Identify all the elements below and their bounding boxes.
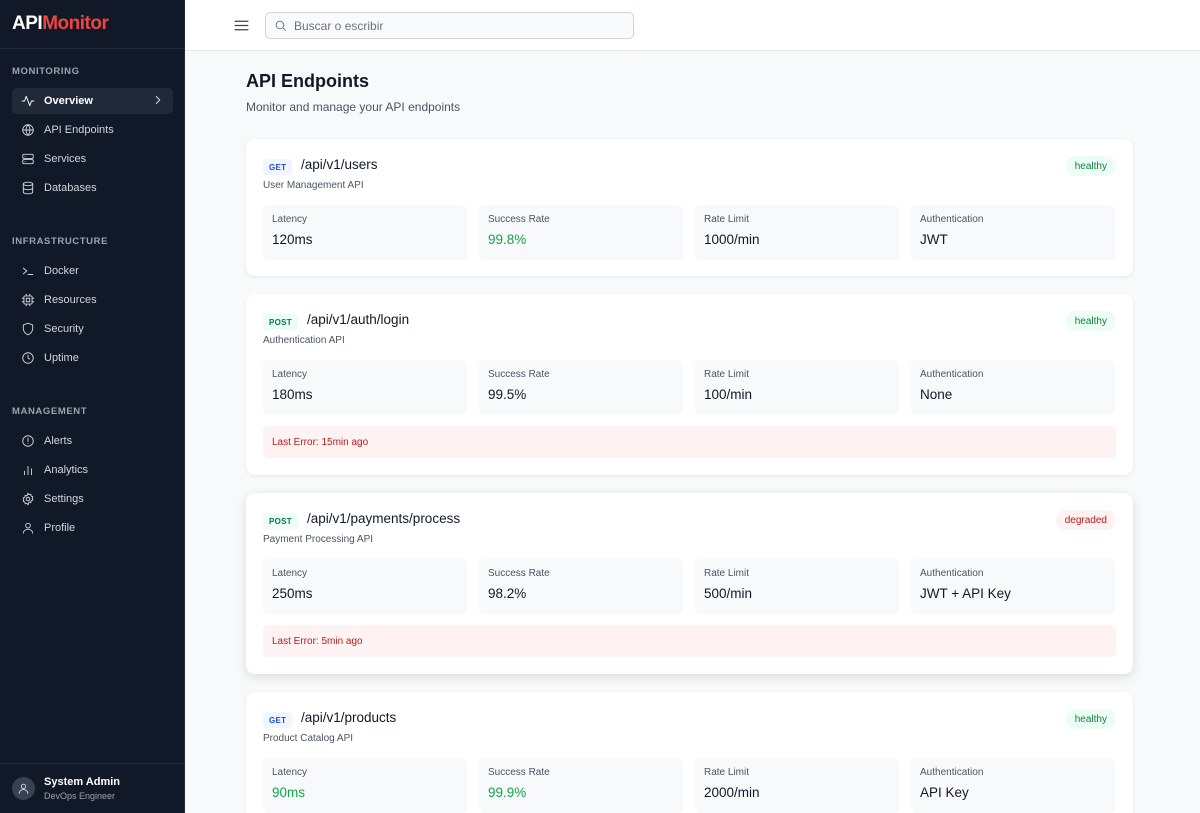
method-badge: POST [263, 314, 298, 330]
app-logo[interactable]: APIMonitor [12, 13, 109, 34]
metric-latency: Latency 250ms [263, 559, 467, 614]
endpoint-path: /api/v1/products [301, 710, 397, 725]
sidebar-item-api-endpoints[interactable]: API Endpoints [12, 117, 173, 143]
endpoint-description: Payment Processing API [263, 534, 374, 545]
sidebar-item-label: Services [44, 153, 87, 165]
chevron-right-icon [151, 93, 165, 107]
metric-rate-limit: Rate Limit 500/min [695, 559, 899, 614]
endpoint-description: Authentication API [263, 335, 345, 346]
metric-rate-limit: Rate Limit 2000/min [695, 758, 899, 813]
top-header [185, 0, 1200, 51]
section-title-infrastructure: INFRASTRUCTURE [12, 236, 109, 247]
status-badge: degraded [1055, 510, 1116, 530]
user-role: DevOps Engineer [44, 791, 116, 801]
section-title-monitoring: MONITORING [12, 66, 80, 77]
status-badge: healthy [1065, 311, 1116, 331]
sidebar-item-label: API Endpoints [44, 124, 114, 136]
sidebar-item-label: Profile [44, 522, 76, 534]
sidebar-item-resources[interactable]: Resources [12, 287, 173, 313]
metric-success-rate: Success Rate 99.9% [479, 758, 683, 813]
last-error-banner: Last Error: 5min ago [263, 625, 1116, 657]
server-icon [20, 151, 36, 167]
endpoint-card[interactable]: GET /api/v1/users User Management API he… [246, 139, 1133, 276]
metric-authentication: Authentication JWT + API Key [911, 559, 1115, 614]
sidebar-item-label: Alerts [44, 435, 73, 447]
endpoint-description: Product Catalog API [263, 733, 354, 744]
metric-authentication: Authentication JWT [911, 205, 1115, 260]
sidebar-item-analytics[interactable]: Analytics [12, 457, 173, 483]
menu-icon[interactable] [233, 17, 250, 34]
alert-circle-icon [20, 433, 36, 449]
gear-icon [20, 491, 36, 507]
endpoint-card[interactable]: GET /api/v1/products Product Catalog API… [246, 692, 1133, 813]
section-title-management: MANAGEMENT [12, 406, 88, 417]
metric-rate-limit: Rate Limit 1000/min [695, 205, 899, 260]
sidebar-item-label: Overview [44, 95, 93, 107]
user-icon [20, 520, 36, 536]
metric-success-rate: Success Rate 98.2% [479, 559, 683, 614]
endpoint-path: /api/v1/payments/process [307, 511, 461, 526]
sidebar-divider [0, 48, 185, 49]
metric-authentication: Authentication API Key [911, 758, 1115, 813]
search-input[interactable] [294, 18, 614, 33]
sidebar-item-databases[interactable]: Databases [12, 175, 173, 201]
metric-rate-limit: Rate Limit 100/min [695, 360, 899, 415]
sidebar-item-overview[interactable]: Overview [12, 88, 173, 114]
metric-authentication: Authentication None [911, 360, 1115, 415]
sidebar-item-alerts[interactable]: Alerts [12, 428, 173, 454]
page-title: API Endpoints [246, 71, 369, 91]
sidebar-item-label: Settings [44, 493, 84, 505]
database-icon [20, 180, 36, 196]
cpu-icon [20, 292, 36, 308]
bar-chart-icon [20, 462, 36, 478]
activity-icon [20, 93, 36, 109]
sidebar: APIMonitor MONITORING Overview API Endpo… [0, 0, 185, 813]
metric-latency: Latency 90ms [263, 758, 467, 813]
user-name: System Admin [44, 776, 121, 788]
last-error-banner: Last Error: 15min ago [263, 426, 1116, 458]
avatar[interactable] [12, 777, 35, 800]
sidebar-item-label: Uptime [44, 352, 79, 364]
sidebar-divider [0, 763, 185, 764]
status-badge: healthy [1065, 709, 1116, 729]
sidebar-item-security[interactable]: Security [12, 316, 173, 342]
metric-latency: Latency 120ms [263, 205, 467, 260]
endpoint-card[interactable]: POST /api/v1/auth/login Authentication A… [246, 294, 1133, 475]
shield-icon [20, 321, 36, 337]
search-bar[interactable] [265, 12, 634, 39]
metric-latency: Latency 180ms [263, 360, 467, 415]
endpoint-card[interactable]: POST /api/v1/payments/process Payment Pr… [246, 493, 1133, 674]
sidebar-item-label: Security [44, 323, 84, 335]
method-badge: POST [263, 513, 298, 529]
sidebar-item-services[interactable]: Services [12, 146, 173, 172]
method-badge: GET [263, 159, 293, 175]
sidebar-item-label: Databases [44, 182, 97, 194]
sidebar-item-profile[interactable]: Profile [12, 515, 173, 541]
sidebar-item-settings[interactable]: Settings [12, 486, 173, 512]
status-badge: healthy [1065, 156, 1116, 176]
endpoint-path: /api/v1/users [301, 157, 378, 172]
globe-icon [20, 122, 36, 138]
metric-success-rate: Success Rate 99.5% [479, 360, 683, 415]
endpoint-path: /api/v1/auth/login [307, 312, 410, 327]
sidebar-item-docker[interactable]: Docker [12, 258, 173, 284]
clock-icon [20, 350, 36, 366]
page-subtitle: Monitor and manage your API endpoints [246, 100, 461, 114]
sidebar-item-label: Analytics [44, 464, 89, 476]
sidebar-item-label: Resources [44, 294, 97, 306]
sidebar-item-label: Docker [44, 265, 79, 277]
metric-success-rate: Success Rate 99.8% [479, 205, 683, 260]
endpoint-description: User Management API [263, 180, 364, 191]
sidebar-item-uptime[interactable]: Uptime [12, 345, 173, 371]
method-badge: GET [263, 712, 293, 728]
search-icon [275, 20, 286, 31]
terminal-icon [20, 263, 36, 279]
